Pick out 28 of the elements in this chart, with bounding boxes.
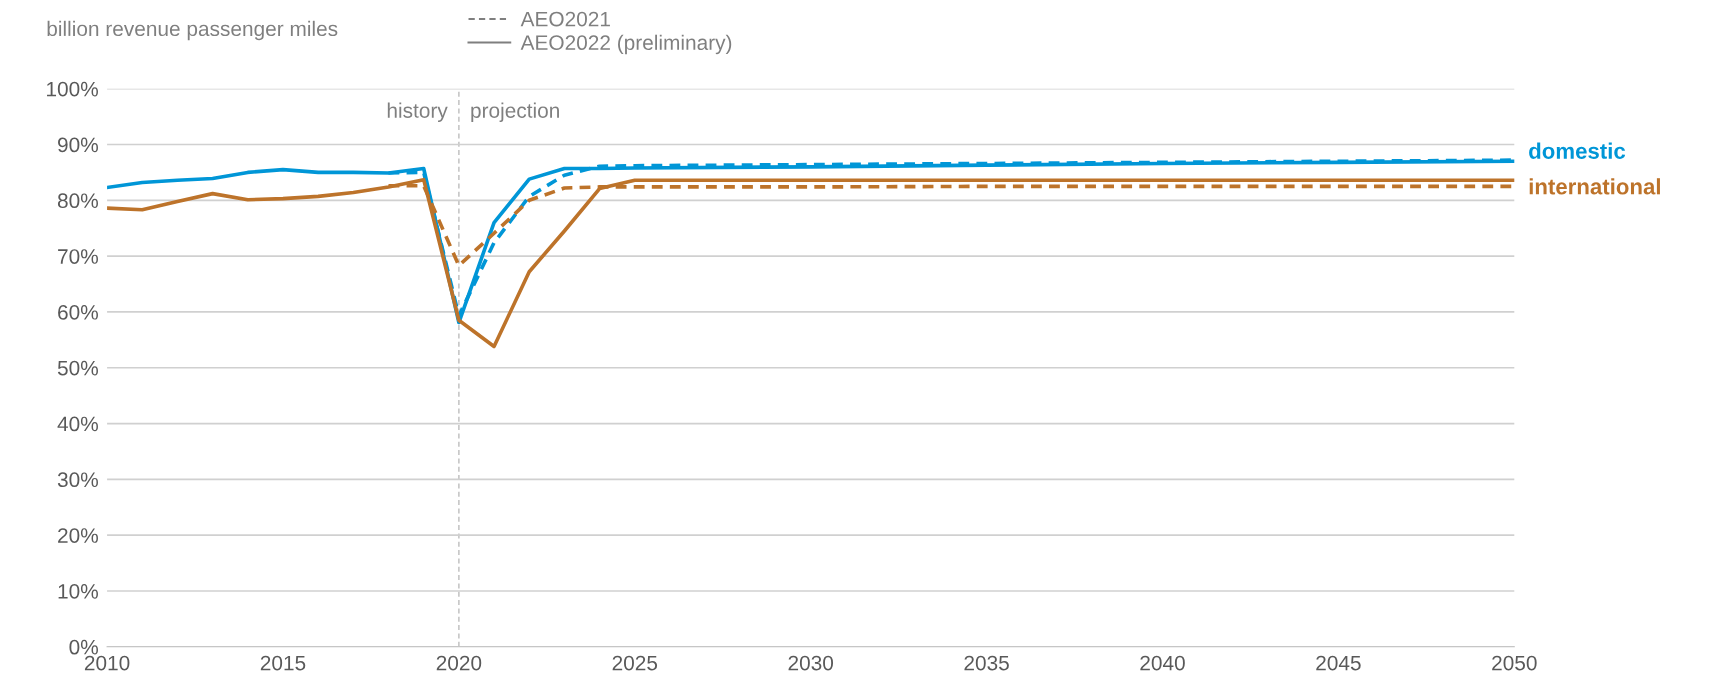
x-tick-label: 2025 bbox=[612, 655, 658, 671]
y-tick-label: 40% bbox=[57, 416, 98, 432]
y-tick-label: 100% bbox=[47, 81, 98, 97]
x-tick-label: 2050 bbox=[1492, 655, 1537, 671]
line-series bbox=[107, 177, 1515, 349]
series-label: international bbox=[1529, 178, 1660, 195]
x-tick-label: 2045 bbox=[1316, 655, 1361, 671]
x-tick-label: 2030 bbox=[788, 655, 834, 671]
text: AEO2022 (preliminary) bbox=[520, 34, 732, 55]
y-tick-label: 60% bbox=[58, 304, 98, 320]
x-tick-label: 2020 bbox=[436, 655, 482, 671]
y-tick-label: 20% bbox=[58, 528, 98, 543]
text: AEO2021 bbox=[520, 11, 610, 27]
y-tick-label: 30% bbox=[57, 472, 98, 488]
annotation: projection bbox=[471, 102, 559, 123]
y-axis-title: billion revenue passenger miles bbox=[47, 20, 338, 41]
x-tick-label: 2010 bbox=[84, 655, 130, 671]
x-tick-label: 2015 bbox=[260, 655, 306, 671]
annotation: history bbox=[387, 102, 448, 123]
y-tick-label: 80% bbox=[57, 193, 98, 209]
y-tick-label: 90% bbox=[58, 137, 98, 153]
x-tick-label: 2040 bbox=[1140, 655, 1185, 671]
x-tick-label: 2035 bbox=[964, 655, 1009, 671]
y-tick-label: 0% bbox=[69, 639, 98, 655]
y-tick-label: 50% bbox=[57, 360, 98, 376]
y-tick-label: 10% bbox=[58, 583, 98, 599]
y-tick-label: 70% bbox=[58, 249, 98, 264]
series-label: domestic bbox=[1529, 142, 1626, 159]
